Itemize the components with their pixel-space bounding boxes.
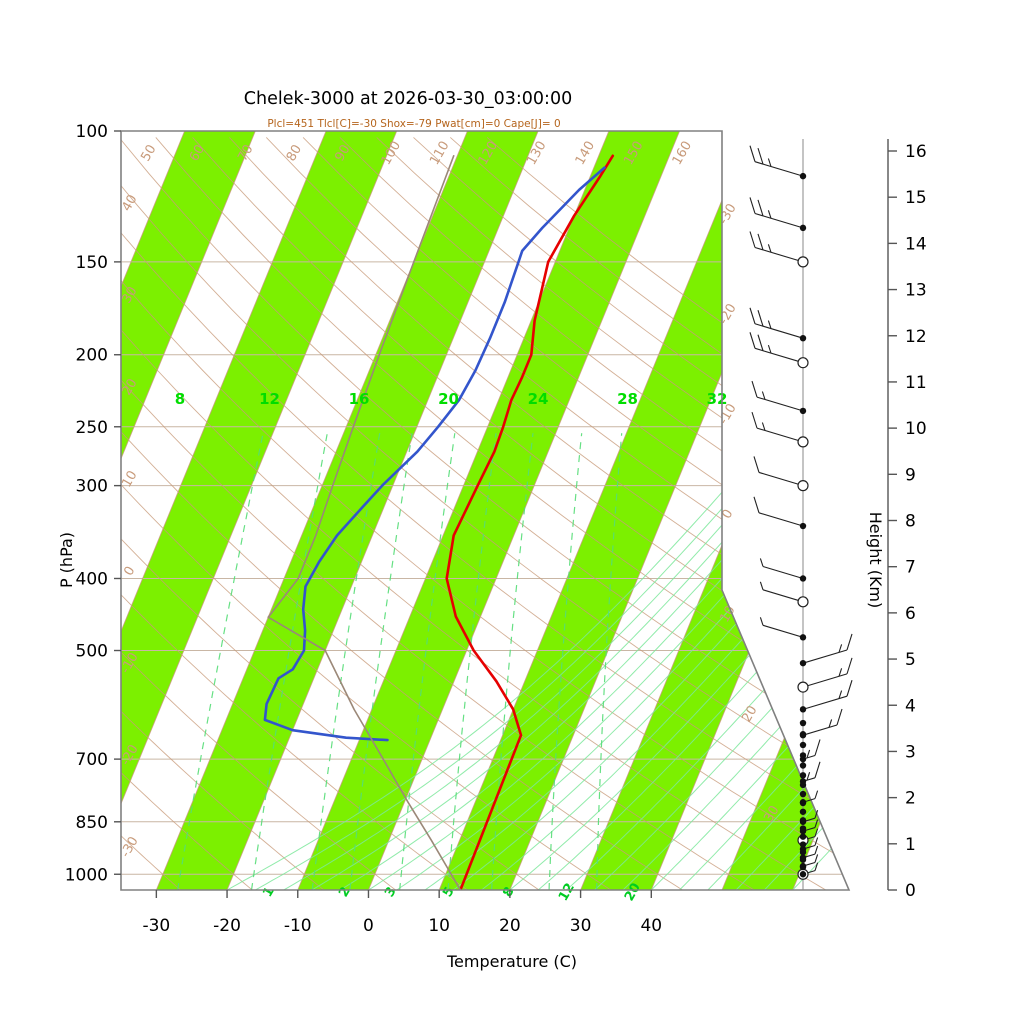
page-title: Chelek-3000 at 2026-03-30_03:00:00	[244, 89, 572, 109]
wind-level-marker-filled	[799, 575, 807, 582]
height-tick-label: 1	[905, 835, 916, 855]
theta-e-label: 24	[528, 390, 549, 408]
pressure-tick-label: 250	[76, 418, 108, 438]
wind-level-marker-open	[797, 256, 809, 268]
pressure-tick-label: 300	[76, 477, 108, 497]
temperature-tick-label: -20	[213, 916, 241, 936]
pressure-tick-label: 1000	[65, 865, 108, 885]
isotherm-top-label: 80	[284, 142, 305, 164]
isotherm-left-label: 30	[119, 284, 140, 306]
pressure-tick-label: 500	[76, 642, 108, 662]
wind-level-marker-filled	[799, 224, 807, 232]
series-temperature	[445, 154, 615, 890]
pressure-tick-label: 100	[76, 122, 108, 142]
wind-barb	[753, 496, 804, 527]
wind-level-marker-open	[797, 681, 809, 693]
temperature-tick-label: -10	[284, 916, 312, 936]
wind-level-marker-filled	[799, 706, 807, 713]
pressure-tick-label: 700	[76, 750, 108, 770]
height-tick-label: 8	[905, 512, 916, 532]
isotherm-top-label: 70	[235, 142, 256, 164]
pressure-axis-label: P (hPa)	[57, 532, 76, 588]
height-tick-label: 16	[905, 142, 927, 162]
height-tick-label: 13	[905, 281, 927, 301]
isotherm-left-label: 40	[119, 192, 140, 214]
theta-e-label: 20	[438, 390, 459, 408]
height-tick-label: 10	[905, 419, 927, 439]
wind-level-marker-filled	[799, 407, 807, 415]
isotherm-top-label: 60	[187, 142, 208, 164]
temperature-tick-label: 0	[363, 916, 374, 936]
wind-barb-column	[749, 139, 853, 890]
height-tick-label: 2	[905, 789, 916, 809]
pressure-tick-label: 850	[76, 813, 108, 833]
wind-level-marker-filled	[799, 522, 807, 530]
wind-level-marker-open	[797, 357, 809, 369]
stability-indices-subtitle: Plcl=451 Tlcl[C]=-30 Shox=-79 Pwat[cm]=0…	[267, 118, 560, 130]
height-tick-label: 3	[905, 742, 916, 762]
wind-barb	[802, 708, 843, 736]
temperature-axis-label: Temperature (C)	[446, 952, 577, 971]
wind-barb	[749, 307, 804, 339]
isotherm-left-label: 10	[119, 468, 140, 490]
wind-barb	[802, 679, 853, 710]
height-tick-label: 6	[905, 604, 916, 624]
wind-barb	[753, 456, 804, 487]
height-tick-label: 4	[905, 696, 916, 716]
wind-barb	[749, 145, 804, 177]
isotherm-right-label: 10	[717, 603, 738, 625]
series-dewpoint	[263, 166, 606, 742]
wind-barb	[749, 197, 804, 229]
wind-barb	[759, 581, 804, 603]
wind-barb	[759, 558, 804, 580]
wind-barb	[751, 411, 804, 443]
wind-barb	[751, 380, 804, 412]
theta-e-label: 12	[259, 390, 280, 408]
wind-barb	[749, 231, 804, 263]
theta-e-label: 16	[349, 390, 370, 408]
theta-e-label: 8	[175, 390, 185, 408]
theta-e-label: 32	[707, 390, 728, 408]
isotherm-top-label: 50	[138, 142, 159, 164]
wind-level-marker-filled	[799, 659, 807, 667]
pressure-tick-label: 400	[76, 569, 108, 589]
height-tick-label: 5	[905, 650, 916, 670]
height-tick-label: 11	[905, 373, 927, 393]
temperature-tick-label: 20	[499, 916, 521, 936]
wind-level-marker-open	[797, 480, 809, 492]
temperature-tick-label: 10	[428, 916, 450, 936]
wind-barb	[759, 617, 804, 638]
height-tick-label: 15	[905, 188, 927, 208]
wind-barb	[802, 657, 853, 688]
isotherm-top-label: 90	[332, 142, 353, 164]
wind-level-marker-filled	[799, 634, 807, 641]
pressure-tick-label: 150	[76, 253, 108, 273]
height-tick-label: 7	[905, 558, 916, 578]
height-tick-label: 0	[905, 881, 916, 901]
isotherm-right-label: 30	[761, 803, 782, 825]
wind-level-marker-filled	[799, 172, 807, 180]
wind-barb	[802, 633, 853, 664]
wind-level-marker-open	[797, 596, 809, 608]
theta-e-label: 28	[617, 390, 638, 408]
wind-level-marker-filled	[799, 334, 807, 342]
pressure-tick-label: 200	[76, 346, 108, 366]
series-parcel	[267, 155, 462, 890]
height-tick-label: 12	[905, 327, 927, 347]
temperature-tick-label: 40	[640, 916, 662, 936]
wind-barb	[749, 332, 804, 364]
height-tick-label: 14	[905, 234, 927, 254]
wind-level-marker-open	[797, 436, 809, 448]
isotherm-right-label: 20	[739, 703, 760, 725]
temperature-tick-label: 30	[570, 916, 592, 936]
height-tick-label: 9	[905, 465, 916, 485]
temperature-tick-label: -30	[142, 916, 170, 936]
height-axis-label: Height (Km)	[866, 512, 885, 609]
isotherm-left-label: 20	[119, 376, 140, 398]
